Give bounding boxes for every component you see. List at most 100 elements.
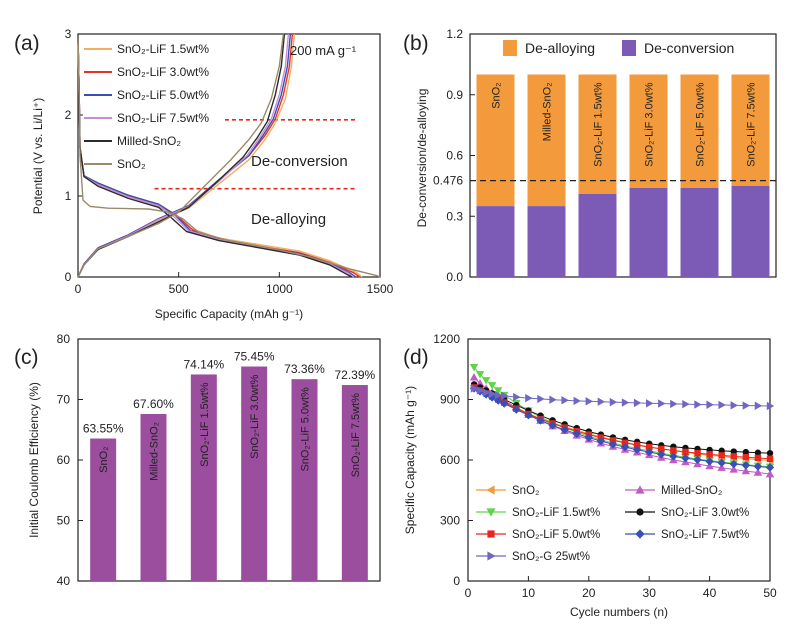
panel-a-legend-label: Milled-SnO₂ (117, 134, 181, 148)
panel-b-ytick-label: 0.9 (446, 88, 463, 102)
panel-d-data-point (718, 452, 725, 459)
panel-d-data-point (572, 429, 581, 438)
panel-b-ytick-label: 0.0 (446, 270, 463, 284)
panel-d-data-point (765, 469, 775, 478)
panel-b-bar-dealloying (680, 74, 719, 188)
panel-c-category-label: SnO₂-LiF 7.5wt% (350, 393, 362, 478)
panel-d-ytick-label: 300 (440, 514, 460, 528)
panel-d-legend-label: SnO₂-LiF 7.5wt% (661, 529, 749, 541)
panel-d-legend-marker (635, 485, 645, 494)
panel-b-ytick-label: 0.6 (446, 149, 463, 163)
panel-d-data-point (488, 389, 497, 399)
panel-a-legend-label: SnO₂-LiF 3.0wt% (117, 65, 209, 79)
panel-d-data-point (573, 396, 581, 406)
panel-d-data-point (548, 421, 557, 430)
panel-d-legend-label: SnO₂-LiF 1.5wt% (512, 507, 600, 519)
panel-d-data-point (620, 442, 630, 452)
panel-d-data-point (681, 453, 690, 463)
panel-d-xtick-label: 10 (522, 586, 536, 600)
panel-c-ytick-label: 80 (57, 332, 71, 346)
panel-a-ytick-label: 3 (65, 27, 72, 41)
panel-a-ytick-label: 2 (65, 108, 72, 122)
panel-b-ytick-label: 0.3 (446, 209, 463, 223)
panel-d-xtick-label: 30 (643, 586, 657, 600)
panel-b-bar-deconversion (578, 193, 617, 277)
panel-a: (a) 0 500 1000 1500 0 1 2 3 200 mA g⁻¹ De-conv… (14, 27, 394, 321)
panel-b-ytick-label: 0.476 (433, 174, 463, 188)
panel-d-data-point (621, 398, 630, 407)
panel-a-xtick-label: 0 (75, 282, 82, 296)
panel-d-legend-marker (636, 508, 644, 516)
panel-d-legend-marker (486, 508, 496, 517)
panel-c-data-label: 72.39% (334, 368, 375, 382)
panel-a-charge-curve (77, 33, 285, 278)
panel-d-data-point (469, 364, 479, 372)
panel-c-category-label: SnO₂-LiF 1.5wt% (199, 382, 211, 467)
panel-d-data-point (481, 377, 491, 385)
panel-c-bar (241, 366, 268, 581)
panel-a-xtick-label: 500 (169, 282, 189, 296)
panel-d-xtick-label: 0 (465, 586, 472, 600)
panel-c: (c) 40 50 60 70 80 63.55% SnO₂ 67.60% Milled-Sn… (14, 332, 381, 588)
panel-b-category-label: SnO₂-LiF 1.5wt% (593, 82, 605, 167)
panel-d-data-point (469, 373, 479, 381)
panel-d-data-point (706, 451, 713, 458)
panel-d-data-point (682, 399, 690, 409)
panel-b-ytick-label: 1.2 (446, 27, 463, 41)
panel-d-data-point (646, 443, 653, 451)
panel-d-ytick-label: 1200 (433, 332, 460, 346)
panel-d-data-point (500, 399, 509, 408)
panel-a-label: (a) (14, 32, 40, 55)
panel-a-xtick-label: 1000 (266, 282, 293, 296)
panel-d-data-point (754, 454, 762, 462)
panel-d-data-point (717, 458, 726, 468)
panel-c-ytick-label: 40 (57, 574, 71, 588)
panel-d-data-point (495, 390, 503, 400)
panel-b-bar-dealloying (731, 74, 770, 186)
panel-a-legend-label: SnO₂-LiF 5.0wt% (117, 88, 209, 102)
panel-d-data-point (633, 398, 642, 408)
panel-d-data-point (670, 399, 678, 409)
panel-d-xtick-label: 20 (582, 586, 596, 600)
panel-c-category-label: Milled-SnO₂ (149, 422, 161, 481)
panel-b-category-label: SnO₂-LiF 5.0wt% (695, 82, 707, 167)
panel-a-xtick-label: 1500 (367, 282, 394, 296)
panel-d-data-point (754, 401, 763, 410)
panel-d-data-point (476, 386, 485, 395)
panel-d-data-point (549, 395, 557, 404)
panel-d-data-point (470, 384, 479, 393)
panel-b-bar-dealloying (476, 74, 515, 207)
panel-c-ytick-label: 70 (57, 393, 71, 407)
panel-c-ylabel: Initial Coulomb Efficiency (%) (27, 382, 41, 538)
panel-d-data-point (482, 388, 491, 397)
panel-b-legend-label: De-conversion (644, 40, 734, 56)
panel-d-data-point (718, 400, 726, 410)
panel-d-ylabel: Specific Capacity (mAh g⁻¹) (403, 386, 417, 534)
panel-c-data-label: 73.36% (284, 362, 325, 376)
panel-d-data-point (608, 440, 618, 449)
panel-d-data-point (512, 405, 521, 414)
panel-b-category-label: SnO₂-LiF 3.0wt% (644, 82, 656, 167)
panel-d-ytick-label: 900 (440, 393, 460, 407)
panel-d-data-point (633, 441, 641, 449)
panel-c-ytick-label: 50 (57, 514, 71, 528)
panel-c-bar (341, 385, 368, 581)
panel-a-legend-label: SnO₂-LiF 1.5wt% (117, 42, 209, 56)
panel-d-data-point (658, 399, 666, 408)
panel-d-data-point (646, 399, 654, 408)
panel-d-data-point (753, 468, 763, 476)
panel-c-category-label: SnO₂-LiF 3.0wt% (249, 374, 261, 459)
panel-d-data-point (741, 466, 751, 475)
panel-d-legend-label: SnO₂-LiF 5.0wt% (512, 529, 600, 541)
panel-c-bar (190, 374, 217, 581)
panel-d-data-point (632, 445, 642, 454)
panel-d-data-point (585, 397, 593, 406)
panel-d-data-point (524, 411, 533, 420)
panel-d-ytick-label: 0 (453, 574, 460, 588)
panel-d-data-point (754, 449, 762, 456)
panel-d-series-line (473, 376, 771, 475)
panel-d-data-point (670, 447, 677, 454)
panel-d-legend-marker (635, 529, 645, 539)
panel-d-data-point (730, 448, 737, 455)
